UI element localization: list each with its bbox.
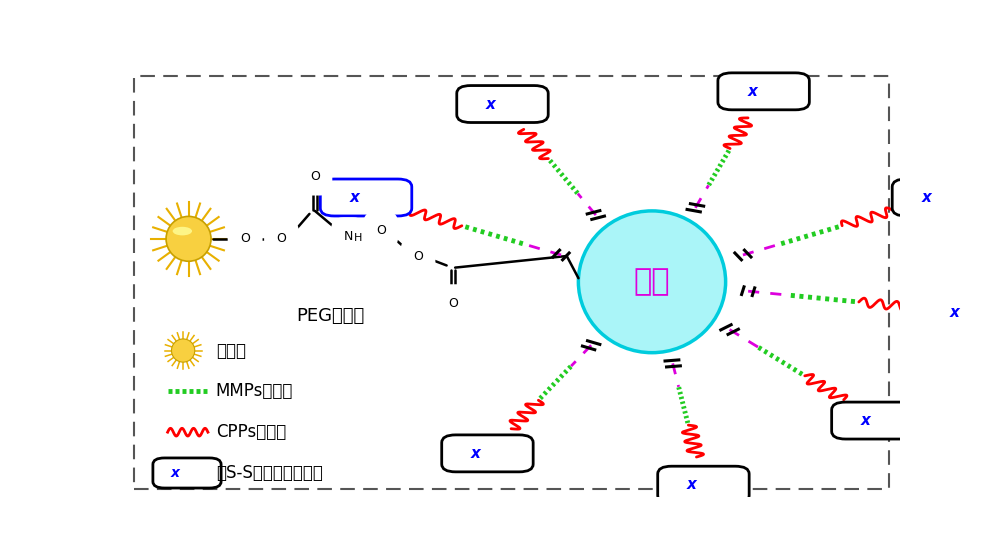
Text: O: O — [277, 232, 286, 246]
Text: x: x — [350, 190, 360, 205]
FancyBboxPatch shape — [457, 85, 548, 123]
Text: 环肽: 环肽 — [634, 267, 670, 296]
Text: H: H — [354, 233, 362, 243]
Text: O: O — [376, 224, 386, 237]
Text: x: x — [747, 84, 757, 99]
Text: x: x — [861, 413, 871, 428]
Text: O: O — [448, 297, 458, 310]
FancyBboxPatch shape — [658, 466, 749, 503]
Text: CPPs穿膜肽: CPPs穿膜肽 — [216, 423, 286, 441]
Text: O: O — [413, 251, 423, 263]
Text: PEG类修饰: PEG类修饰 — [296, 307, 364, 325]
Text: x: x — [922, 190, 931, 205]
Ellipse shape — [578, 211, 726, 353]
Text: x: x — [486, 97, 496, 112]
Text: O: O — [240, 232, 250, 246]
FancyBboxPatch shape — [832, 402, 923, 439]
FancyBboxPatch shape — [134, 75, 889, 489]
FancyBboxPatch shape — [153, 458, 221, 488]
Text: O: O — [310, 170, 320, 183]
Ellipse shape — [172, 339, 195, 362]
Text: N: N — [344, 230, 353, 243]
FancyBboxPatch shape — [442, 435, 533, 472]
Ellipse shape — [173, 227, 192, 235]
FancyBboxPatch shape — [320, 179, 412, 216]
Text: MMPs酶切肽: MMPs酶切肽 — [216, 382, 293, 400]
Text: x: x — [687, 477, 697, 492]
FancyBboxPatch shape — [920, 294, 1000, 331]
Ellipse shape — [166, 217, 211, 261]
Text: x: x — [471, 446, 481, 461]
FancyBboxPatch shape — [718, 73, 809, 110]
Text: 靶向肽: 靶向肽 — [216, 341, 246, 359]
Text: x: x — [949, 305, 959, 320]
Text: x: x — [171, 466, 180, 480]
FancyBboxPatch shape — [892, 179, 984, 216]
Text: 带S-S键的小分子药物: 带S-S键的小分子药物 — [216, 464, 323, 482]
